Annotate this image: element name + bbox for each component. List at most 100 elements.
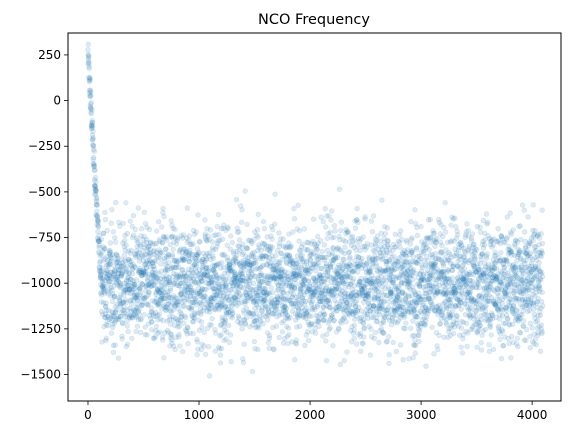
data-point xyxy=(399,236,405,243)
data-point xyxy=(118,274,125,280)
data-point xyxy=(102,314,109,321)
data-point xyxy=(99,289,105,295)
data-point xyxy=(125,279,132,285)
data-point xyxy=(139,254,146,260)
data-point xyxy=(148,273,155,279)
data-point xyxy=(112,309,119,316)
data-point xyxy=(98,271,104,277)
data-point xyxy=(142,332,148,338)
data-point xyxy=(166,279,173,286)
data-point xyxy=(163,246,169,253)
data-point xyxy=(136,286,143,292)
data-point xyxy=(101,277,107,284)
data-point xyxy=(97,260,103,266)
data-point xyxy=(164,327,171,334)
data-point xyxy=(124,341,131,347)
data-point xyxy=(452,215,458,221)
data-point xyxy=(398,228,404,234)
data-point xyxy=(423,363,429,369)
data-point xyxy=(136,255,143,261)
data-point xyxy=(91,177,98,183)
data-point xyxy=(426,246,432,253)
data-point xyxy=(90,142,97,149)
data-point xyxy=(136,267,142,274)
data-point xyxy=(120,307,126,314)
data-point xyxy=(128,286,135,292)
data-point xyxy=(143,265,150,271)
data-point xyxy=(153,290,159,296)
data-point xyxy=(137,292,143,298)
data-point xyxy=(147,315,154,321)
data-point xyxy=(103,322,109,328)
data-point xyxy=(96,242,102,249)
data-point xyxy=(132,264,139,271)
data-point xyxy=(118,300,124,307)
data-point xyxy=(168,265,174,272)
data-point xyxy=(219,259,225,266)
data-point xyxy=(266,332,273,339)
data-point xyxy=(149,269,155,275)
data-point xyxy=(147,281,153,287)
data-point xyxy=(273,323,280,329)
data-point xyxy=(115,316,121,323)
data-point xyxy=(169,254,176,260)
data-point xyxy=(114,274,120,280)
data-point xyxy=(217,352,224,358)
data-point xyxy=(88,122,95,128)
data-point xyxy=(100,275,106,282)
data-point xyxy=(114,263,121,269)
data-point xyxy=(523,257,529,264)
data-point xyxy=(120,299,127,305)
data-point xyxy=(138,241,144,248)
data-point xyxy=(150,260,156,266)
data-point xyxy=(111,294,117,300)
data-point xyxy=(153,295,160,302)
data-point xyxy=(493,265,500,272)
data-point xyxy=(109,308,115,315)
data-point xyxy=(442,200,448,206)
data-point xyxy=(85,54,92,60)
data-point xyxy=(86,78,92,85)
data-point xyxy=(441,224,447,231)
data-point xyxy=(99,276,105,282)
data-point xyxy=(132,309,138,316)
data-point xyxy=(115,267,122,273)
data-point xyxy=(91,162,97,169)
data-point xyxy=(115,259,121,266)
data-point xyxy=(118,271,125,277)
data-point xyxy=(106,248,112,254)
data-point xyxy=(104,268,110,274)
data-point xyxy=(160,318,166,324)
data-point xyxy=(164,237,170,243)
data-point xyxy=(539,329,545,335)
data-point xyxy=(124,312,130,318)
data-point xyxy=(105,314,112,320)
data-point xyxy=(121,243,128,250)
data-point xyxy=(91,161,97,167)
data-point xyxy=(439,243,445,249)
data-point xyxy=(209,239,216,245)
data-point xyxy=(151,258,158,264)
data-point xyxy=(151,282,157,288)
data-point xyxy=(436,332,442,339)
data-point xyxy=(353,341,360,347)
data-point xyxy=(119,320,126,327)
data-point xyxy=(115,278,122,285)
data-point xyxy=(92,183,98,190)
data-point xyxy=(301,226,308,232)
data-point xyxy=(135,284,141,291)
data-point xyxy=(91,146,97,153)
data-point xyxy=(85,51,91,58)
data-point xyxy=(155,287,161,293)
data-point xyxy=(131,308,137,314)
data-point xyxy=(271,346,277,353)
data-point xyxy=(215,211,222,218)
data-point xyxy=(255,234,261,240)
data-point xyxy=(98,272,104,278)
data-point xyxy=(152,259,159,265)
data-point xyxy=(142,324,148,330)
data-point xyxy=(86,63,92,70)
data-point xyxy=(505,316,511,322)
data-point xyxy=(160,273,166,280)
data-point xyxy=(352,225,359,231)
